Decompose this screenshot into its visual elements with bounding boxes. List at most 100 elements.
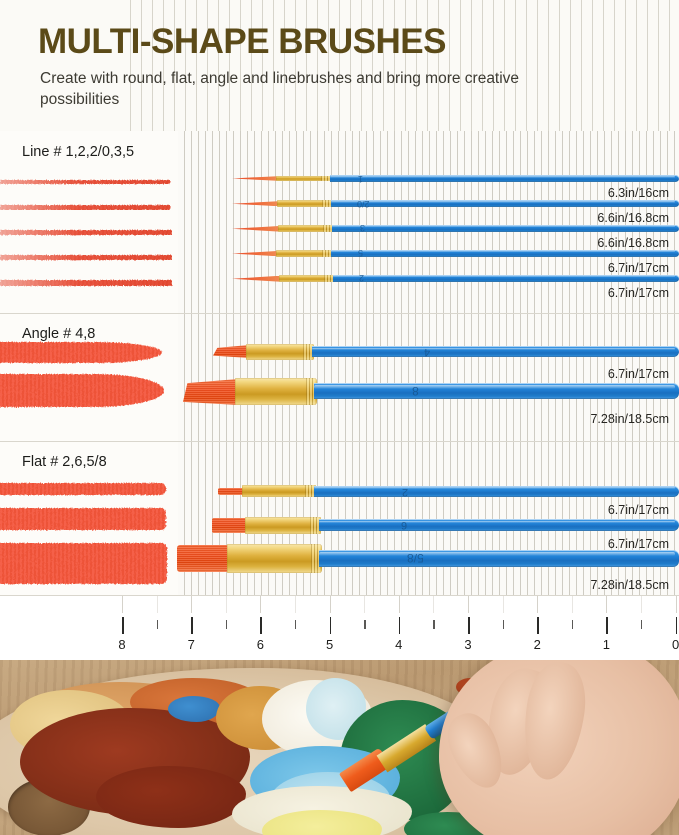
brush-ferrule [276, 250, 333, 257]
ruler-number: 5 [325, 637, 334, 652]
paint-stroke [0, 483, 166, 495]
paint-stroke [0, 230, 172, 235]
header: MULTI-SHAPE BRUSHES Create with round, f… [0, 0, 679, 131]
paint-blob [168, 696, 220, 722]
ruler-gridline [191, 596, 193, 613]
ruler-gridline [122, 596, 123, 613]
ruler-gridline [225, 596, 227, 613]
ruler-number: 0 [671, 637, 679, 652]
ruler-number: 6 [256, 637, 265, 652]
section-label-flat: Flat # 2,6,5/8 [22, 454, 107, 470]
section-divider [0, 313, 679, 314]
section-label-line: Line # 1,2,2/0,3,5 [22, 144, 135, 160]
brush-handle: 8 [314, 383, 679, 399]
ruler-number: 8 [118, 637, 126, 652]
brush-handle: 2/0 [331, 199, 679, 209]
paint-blob [96, 766, 246, 828]
brush-ferrule [242, 485, 316, 497]
handle-number: 8 [412, 384, 419, 398]
ruler-gridline [260, 596, 262, 613]
brush-size-label: 6.6in/16.8cm [597, 236, 669, 250]
ruler-gridline [606, 596, 608, 613]
brush-tip-angle [183, 379, 238, 405]
ruler-tick-major [191, 617, 193, 634]
handle-number: 2 [359, 273, 365, 284]
stripe-texture [125, 0, 679, 131]
brush-tip-round [232, 226, 279, 232]
brush-ferrule [278, 225, 334, 232]
brush-handle: 5/8 [319, 550, 679, 567]
ruler-tick-minor [295, 620, 297, 629]
brush-tip-flat [177, 545, 229, 572]
brush-handle: 5 [331, 248, 679, 259]
brush-handle: 2 [333, 273, 679, 284]
brush-tip-round [232, 176, 277, 181]
paint-stroke [0, 342, 162, 363]
brush-handle: 3 [332, 223, 679, 233]
handle-number: 2 [402, 485, 409, 498]
brush-size-label: 6.7in/17cm [607, 503, 669, 517]
brush-ferrule [276, 175, 332, 182]
ruler-tick-major [468, 617, 470, 634]
brush-handle: 2 [314, 485, 679, 498]
ruler-number: 4 [395, 637, 403, 652]
ruler-tick-minor [641, 620, 643, 629]
ruler-gridline [364, 596, 366, 613]
handle-number: 6 [401, 519, 408, 531]
paint-stroke [0, 180, 170, 184]
brush-tip-round [232, 201, 278, 207]
ruler-tick-major [122, 617, 124, 634]
brush-size-label: 7.28in/18.5cm [590, 578, 669, 592]
ruler-gridline [571, 596, 573, 613]
paint-stroke [0, 280, 172, 286]
brush-handle: 1 [330, 174, 679, 185]
ruler-gridline [468, 596, 469, 613]
ruler-tick-minor [571, 620, 574, 629]
handle-number: 1 [358, 174, 364, 185]
ruler-tick-minor [433, 620, 435, 629]
brush-tip-flat [218, 488, 244, 495]
brush-size-label: 6.7in/17cm [607, 261, 669, 275]
ruler-gridline [433, 596, 435, 613]
brush-size-label: 6.7in/17cm [607, 537, 669, 551]
page-subtitle: Create with round, flat, angle and lineb… [40, 70, 520, 108]
brush-ferrule [235, 378, 317, 405]
ruler: 8 7 6 5 4 3 2 1 0 [0, 596, 679, 660]
ruler-tick-major [398, 617, 401, 634]
brush-size-label: 6.7in/17cm [607, 286, 669, 300]
brush-ferrule [227, 544, 322, 573]
ruler-gridline [156, 596, 158, 613]
paint-stroke [0, 508, 166, 530]
brush-tip-angle [213, 345, 249, 358]
paint-blob [262, 810, 382, 835]
page-title: MULTI-SHAPE BRUSHES [38, 22, 446, 61]
ruler-gridline [502, 596, 504, 613]
brush-ferrule [245, 517, 321, 534]
ruler-gridline [295, 596, 296, 613]
brush-size-label: 6.6in/16.8cm [597, 211, 669, 225]
ruler-number: 3 [464, 637, 472, 652]
handle-number: 4 [424, 346, 431, 358]
section-label-angle: Angle # 4,8 [22, 326, 96, 342]
handle-number: 5 [358, 248, 364, 259]
ruler-gridline [537, 596, 539, 613]
brush-ferrule [277, 200, 333, 207]
ruler-tick-major [260, 617, 262, 634]
brush-tip-round [232, 251, 277, 257]
brush-ferrule [279, 275, 335, 282]
ruler-number: 1 [602, 637, 611, 652]
section-divider [0, 441, 679, 442]
ruler-gridline [398, 596, 400, 613]
ruler-tick-minor [364, 620, 366, 629]
brush-size-label: 6.3in/16cm [607, 186, 669, 200]
ruler-tick-major [329, 617, 332, 634]
paint-stroke [0, 543, 167, 584]
brush-line-1: 1 [232, 172, 679, 185]
handle-number: 5/8 [407, 551, 424, 565]
paint-stroke [0, 205, 170, 210]
ruler-gridline [675, 596, 677, 613]
ruler-tick-minor [502, 620, 504, 629]
brush-size-label: 7.28in/18.5cm [590, 412, 669, 426]
brush-tip-round [232, 275, 280, 282]
